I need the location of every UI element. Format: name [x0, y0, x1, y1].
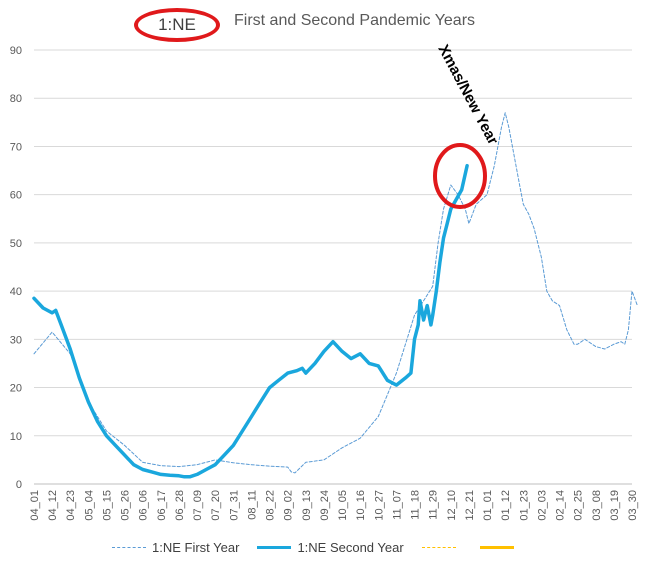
x-tick-label: 09_13	[301, 490, 313, 521]
x-tick-label: 07_20	[210, 490, 222, 521]
y-tick-label: 30	[10, 334, 22, 346]
x-tick-label: 06_17	[156, 490, 168, 521]
y-tick-label: 0	[16, 479, 22, 491]
x-tick-label: 07_09	[192, 490, 204, 521]
title-badge: 1:NE	[134, 8, 220, 42]
x-tick-label: 12_10	[446, 490, 458, 521]
x-tick-label: 03_30	[627, 490, 639, 521]
gridlines	[34, 49, 632, 485]
x-tick-label: 06_28	[174, 490, 186, 521]
y-tick-label: 90	[10, 45, 22, 57]
legend-label-second-year: 1:NE Second Year	[297, 540, 404, 555]
x-tick-label: 07_31	[228, 490, 240, 521]
xmas-annotation: Xmas/New Year	[434, 42, 501, 148]
x-tick-label: 03_19	[609, 490, 621, 521]
y-tick-label: 50	[10, 238, 22, 250]
x-tick-label: 08_11	[246, 490, 258, 520]
x-tick-label: 10_27	[373, 490, 385, 521]
y-tick-label: 10	[10, 431, 22, 443]
x-tick-label: 11_07	[391, 490, 403, 520]
y-tick-label: 20	[10, 383, 22, 395]
legend-label-first-year: 1:NE First Year	[152, 540, 240, 555]
highlight-circle	[433, 143, 487, 209]
legend: 1:NE First Year 1:NE Second Year	[112, 540, 538, 555]
x-axis-ticks: 04_01 04_12 04_23 05_04 05_15 05_26 06_06 06_17…	[29, 490, 639, 521]
x-tick-label: 09_02	[283, 490, 295, 521]
legend-swatch-second-year	[257, 546, 292, 549]
x-tick-label: 12_21	[464, 490, 476, 521]
legend-item-first-year: 1:NE First Year	[112, 540, 239, 555]
x-tick-label: 11_29	[428, 490, 440, 520]
legend-item-third	[421, 547, 462, 548]
y-axis-ticks: 0 10 20 30 40 50 60 70 80 90	[10, 45, 22, 491]
y-tick-label: 60	[10, 190, 22, 202]
x-tick-label: 02_14	[555, 490, 567, 521]
x-tick-label: 03_08	[591, 490, 603, 521]
x-tick-label: 01_23	[518, 490, 530, 521]
x-tick-label: 01_01	[482, 490, 494, 521]
legend-swatch-first-year	[112, 547, 146, 548]
x-tick-label: 05_04	[83, 490, 95, 521]
x-tick-label: 06_06	[138, 490, 150, 521]
x-tick-label: 01_12	[500, 490, 512, 521]
x-tick-label: 05_15	[101, 490, 113, 521]
x-tick-label: 11_18	[410, 490, 422, 520]
title-badge-label: 1:NE	[158, 15, 196, 34]
x-tick-label: 02_25	[573, 490, 585, 521]
series-line-second-year	[32, 163, 469, 479]
x-tick-label: 04_12	[47, 490, 59, 521]
x-tick-label: 04_23	[65, 490, 77, 521]
x-tick-label: 02_03	[536, 490, 548, 521]
x-tick-label: 10_05	[337, 490, 349, 521]
legend-swatch-fourth	[479, 546, 514, 549]
chart-title: First and Second Pandemic Years	[234, 12, 476, 29]
legend-item-second-year: 1:NE Second Year	[257, 540, 404, 555]
x-tick-label: 08_22	[265, 490, 277, 521]
series-lines	[32, 112, 638, 479]
legend-item-fourth	[479, 546, 520, 549]
y-tick-label: 40	[10, 286, 22, 298]
x-tick-label: 04_01	[29, 490, 41, 521]
x-tick-label: 09_24	[319, 490, 331, 521]
x-tick-label: 05_26	[120, 490, 132, 521]
y-tick-label: 80	[10, 93, 22, 105]
legend-swatch-third	[421, 547, 456, 548]
series-line-first-year	[33, 112, 638, 474]
y-tick-label: 70	[10, 141, 22, 153]
x-tick-label: 10_16	[355, 490, 367, 521]
